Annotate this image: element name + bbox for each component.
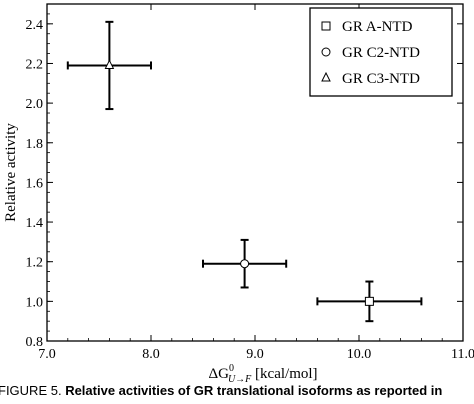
caption-bold: Relative activities of GR translational …: [65, 383, 443, 398]
y-tick-label: 2.0: [26, 97, 44, 112]
y-tick-label: 1.8: [26, 137, 44, 152]
x-axis-ticks: 7.0 8.0 9.0 10.0 11.0: [38, 4, 474, 362]
legend: GR A-NTD GR C2-NTD GR C3-NTD: [309, 7, 453, 97]
legend-item: GR C2-NTD: [321, 45, 420, 61]
legend-label: GR C3-NTD: [342, 71, 420, 87]
y-tick-label: 0.8: [26, 335, 44, 350]
series-point: [202, 238, 288, 289]
circle-marker: [240, 259, 250, 269]
y-axis-ticks: 0.8 1.0 1.2 1.4 1.6 1.8 2.0 2.2 2.4: [26, 3, 463, 350]
x-axis-label: ΔG0 U→F [kcal/mol]: [208, 363, 317, 385]
data-points: [66, 20, 423, 323]
caption-prefix: FIGURE 5.: [0, 383, 66, 398]
legend-triangle-marker: [321, 71, 331, 82]
x-axis-label-sup: 0: [229, 363, 234, 374]
x-tick-label: 7.0: [38, 347, 56, 362]
x-axis-label-unit: [kcal/mol]: [251, 366, 317, 382]
y-tick-label: 1.6: [26, 176, 44, 191]
legend-square-marker: [321, 21, 331, 31]
legend-item: GR C3-NTD: [321, 71, 420, 87]
triangle-marker: [104, 59, 115, 69]
y-axis-label: Relative activity: [3, 123, 19, 222]
series-point: [66, 20, 152, 111]
x-tick-label: 9.0: [246, 347, 264, 362]
y-tick-label: 2.4: [26, 18, 44, 33]
figure-caption: FIGURE 5. Relative activities of GR tran…: [0, 383, 474, 398]
y-tick-label: 1.0: [26, 295, 44, 310]
square-marker: [364, 296, 374, 306]
y-tick-label: 1.4: [26, 216, 44, 231]
x-axis-label-main: ΔG: [208, 366, 229, 382]
y-tick-label: 1.2: [26, 256, 44, 271]
series-point: [316, 280, 423, 323]
legend-label: GR A-NTD: [342, 19, 413, 35]
x-axis-label-sub: U→F: [228, 374, 252, 385]
legend-box: [309, 7, 453, 97]
legend-circle-marker: [321, 47, 331, 57]
legend-item: GR A-NTD: [321, 19, 413, 35]
x-tick-label: 11.0: [451, 347, 474, 362]
x-tick-label: 10.0: [347, 347, 372, 362]
y-tick-label: 2.2: [26, 57, 44, 72]
legend-label: GR C2-NTD: [342, 45, 420, 61]
x-tick-label: 8.0: [142, 347, 160, 362]
